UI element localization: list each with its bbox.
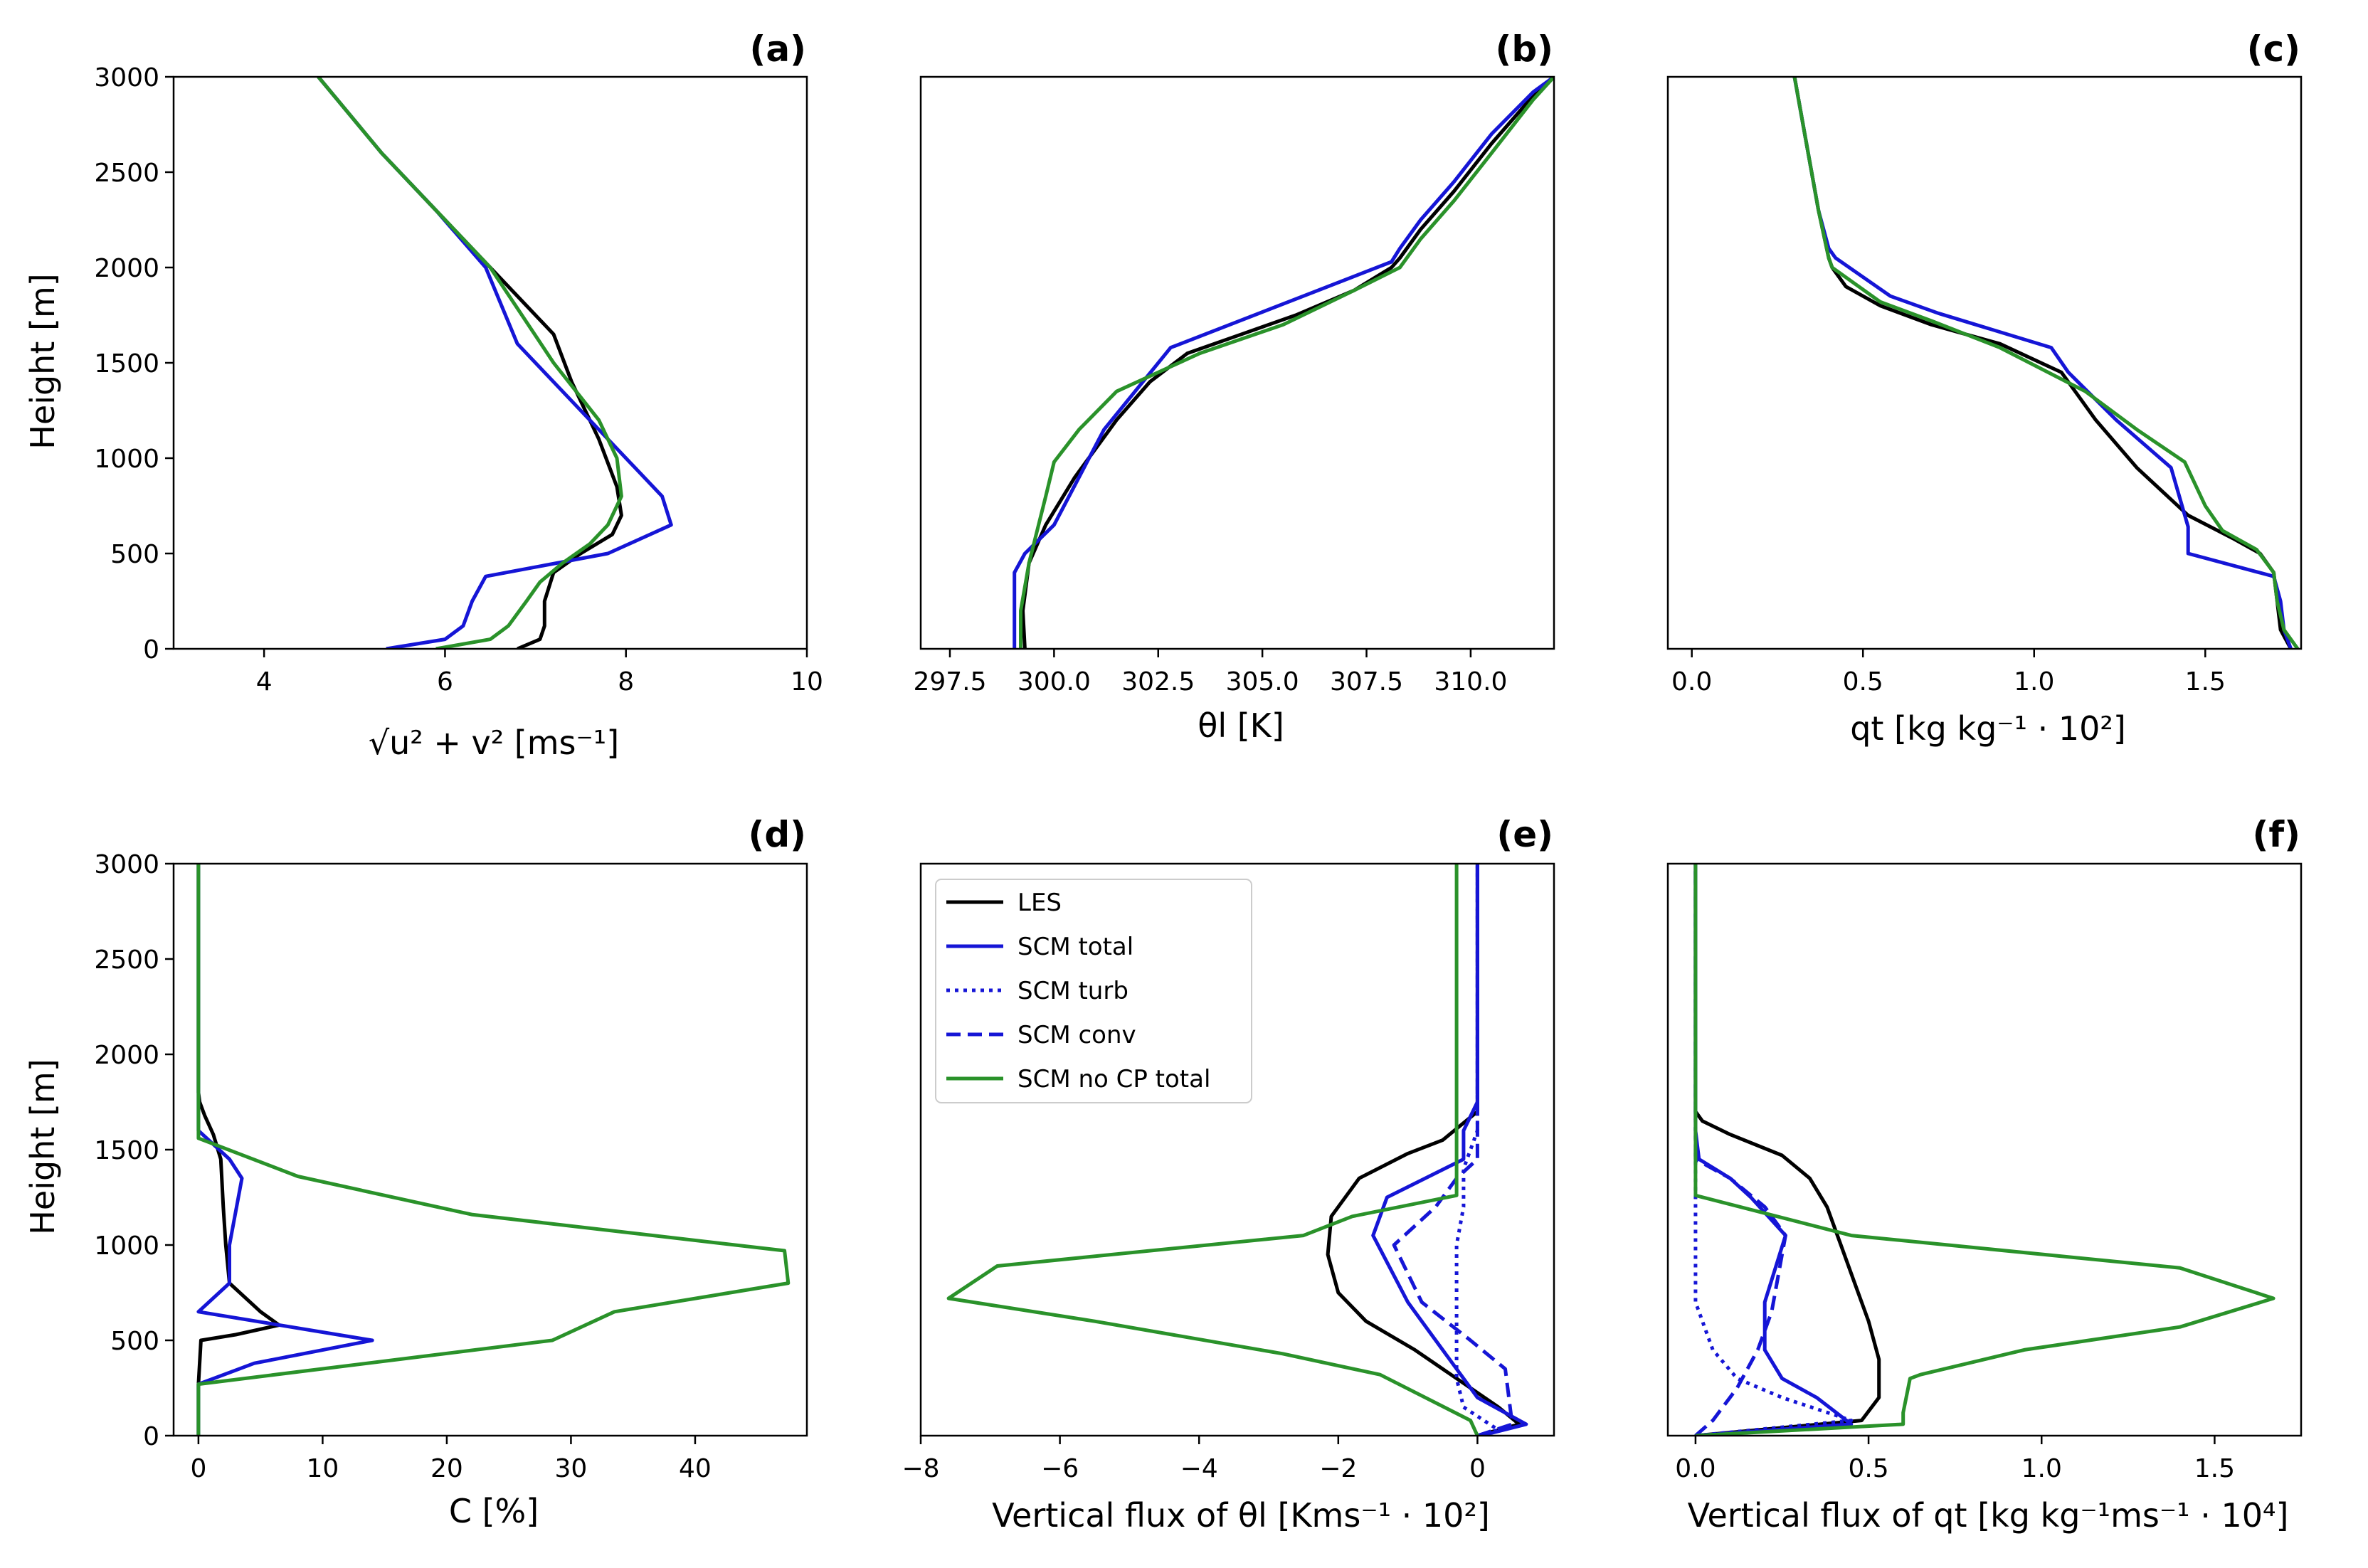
series-scm-turb-4 [1454,864,1501,1436]
x-tick-label-4-4: 0 [1469,1454,1486,1483]
series-scm-conv-4 [1392,864,1514,1436]
series-scm-total-5 [1693,864,1854,1436]
y-tick-label-0-1: 500 [110,540,159,569]
axes-frame-1 [919,75,1555,650]
plot-a: 4 6 8 10 0 500 1000 1500 2000 2500 3000 [94,63,823,696]
series-scm-no-cp-total-2 [1792,77,2300,649]
plot-d: 0 10 20 30 40 0 500 1000 1500 2000 2500 3000 [94,850,808,1483]
series-les-4 [1326,864,1521,1436]
x-tick-label-2-1: 0.5 [1843,667,1883,696]
legend-label-scm-conv: SCM conv [1018,1021,1136,1049]
xlabel-b: θl [K] [1198,706,1284,745]
series-scm-conv-5 [1693,864,1787,1436]
series-scm-no-cp-total-0 [317,77,623,649]
panel-title-d: (d) [749,814,807,855]
panel-title-f: (f) [2253,814,2300,855]
y-tick-label-3-0: 0 [143,1422,159,1451]
plot-e: −8 −6 −4 −2 0 [902,862,1555,1483]
legend-label-les: LES [1018,889,1062,917]
x-tick-label-0-0: 4 [256,667,273,696]
y-tick-label-3-2: 1000 [94,1231,159,1261]
series-les-2 [1792,77,2293,649]
y-tick-label-3-5: 2500 [94,945,159,975]
x-tick-label-4-0: −8 [902,1454,939,1483]
panel-title-c: (c) [2247,28,2300,70]
series-scm-total-1 [1013,77,1554,649]
legend-label-scm-total: SCM total [1018,933,1133,961]
series-scm-total-4 [1371,864,1528,1436]
x-tick-label-3-4: 40 [679,1454,712,1483]
x-tick-label-1-3: 305.0 [1226,667,1299,696]
y-tick-label-0-3: 1500 [94,349,159,378]
x-tick-label-1-4: 307.5 [1330,667,1403,696]
series-scm-no-cp-total-3 [196,864,791,1436]
xlabel-a: √u² + v² [ms⁻¹] [369,724,619,762]
series-les-3 [196,864,281,1436]
axes-frame-2 [1666,75,2303,650]
x-tick-label-4-3: −2 [1319,1454,1357,1483]
series-scm-no-cp-total-5 [1693,864,2276,1436]
y-tick-label-3-3: 1500 [94,1136,159,1165]
x-tick-label-5-0: 0.0 [1675,1454,1716,1483]
series-les-1 [1021,77,1554,649]
ylabel-d: Height [m] [23,1059,62,1234]
x-tick-label-0-3: 10 [791,667,823,696]
x-tick-label-1-1: 300.0 [1018,667,1091,696]
y-tick-label-0-0: 0 [143,635,159,664]
x-tick-label-2-3: 1.5 [2185,667,2226,696]
legend-label-scm-no-cp-total: SCM no CP total [1018,1065,1210,1093]
xlabel-c: qt [kg kg⁻¹ · 10²] [1850,709,2126,748]
x-tick-label-0-1: 6 [437,667,453,696]
axes-frame-0 [172,75,808,650]
x-tick-label-3-3: 30 [555,1454,588,1483]
legend-label-scm-turb: SCM turb [1018,977,1128,1005]
x-tick-label-3-2: 20 [430,1454,463,1483]
x-tick-label-5-1: 0.5 [1848,1454,1888,1483]
y-tick-label-0-4: 2000 [94,254,159,283]
x-tick-label-2-0: 0.0 [1671,667,1712,696]
plot-b: 297.5 300.0 302.5 305.0 307.5 310.0 [913,75,1555,696]
axes-frame-5 [1666,862,2303,1437]
xlabel-e: Vertical flux of θl [Kms⁻¹ · 10²] [992,1496,1490,1535]
y-tick-label-0-2: 1000 [94,445,159,474]
x-tick-label-1-2: 302.5 [1121,667,1195,696]
series-scm-total-0 [317,77,673,649]
legend-frame [935,879,1252,1103]
x-tick-label-3-1: 10 [307,1454,339,1483]
y-tick-label-0-5: 2500 [94,159,159,188]
panel-title-a: (a) [750,28,806,70]
xlabel-f: Vertical flux of qt [kg kg⁻¹ms⁻¹ · 10⁴] [1688,1496,2289,1535]
panel-title-e: (e) [1496,814,1553,855]
x-tick-label-5-2: 1.0 [2021,1454,2062,1483]
series-scm-turb-5 [1693,864,1854,1436]
plot-c: 0.0 0.5 1.0 1.5 [1666,75,2303,696]
x-tick-label-1-5: 310.0 [1434,667,1507,696]
x-tick-label-4-1: −6 [1041,1454,1079,1483]
panel-title-b: (b) [1496,28,1554,70]
series-scm-no-cp-total-4 [946,864,1479,1436]
series-scm-no-cp-total-1 [1019,77,1554,649]
y-tick-label-3-6: 3000 [94,850,159,879]
x-tick-label-5-3: 1.5 [2194,1454,2235,1483]
xlabel-d: C [%] [449,1492,539,1530]
axes-frame-3 [172,862,808,1437]
y-tick-label-3-4: 2000 [94,1041,159,1070]
series-les-0 [317,77,623,649]
y-tick-label-3-1: 500 [110,1327,159,1356]
x-tick-label-2-2: 1.0 [2014,667,2054,696]
series-les-5 [1693,864,1881,1436]
x-tick-label-3-0: 0 [190,1454,206,1483]
ylabel-a: Height [m] [23,273,62,449]
plot-f: 0.0 0.5 1.0 1.5 [1666,862,2303,1483]
x-tick-label-1-0: 297.5 [913,667,986,696]
legend: LES SCM total SCM turb SCM conv SCM no C… [935,879,1252,1103]
axes-frame-4 [919,862,1555,1437]
x-tick-label-4-2: −4 [1180,1454,1218,1483]
x-tick-label-0-2: 8 [618,667,634,696]
y-tick-label-0-6: 3000 [94,63,159,92]
